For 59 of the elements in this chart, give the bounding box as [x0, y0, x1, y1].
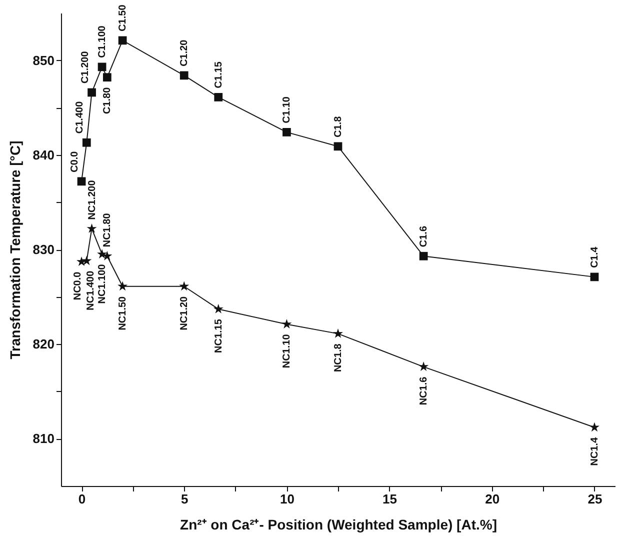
annotation: NC1.50	[118, 296, 129, 330]
annotation: NC1.200	[86, 180, 98, 220]
annotation: C0.0	[70, 150, 81, 172]
annotation: C1.4	[589, 246, 600, 268]
annotation: NC1.6	[418, 376, 430, 406]
point	[77, 177, 86, 186]
annotation: NC1.4	[589, 436, 600, 466]
y-tick-label: 850	[32, 52, 54, 68]
x-tick-label: 0	[78, 492, 86, 506]
y-axis-title: Transformation Temperature [°C]	[6, 140, 23, 360]
annotation: C1.10	[282, 96, 293, 124]
x-tick-label: 10	[280, 492, 294, 506]
point	[82, 256, 92, 266]
annotation: C1.15	[213, 61, 224, 88]
annotation: C1.8	[333, 116, 344, 138]
x-tick-label: 5	[180, 492, 188, 506]
point	[82, 138, 91, 147]
point	[118, 36, 127, 45]
point	[333, 328, 343, 338]
x-tick-label: 15	[382, 492, 398, 506]
annotation: NC1.80	[102, 212, 114, 248]
point	[419, 252, 428, 260]
annotation: C1.20	[179, 39, 190, 66]
point	[213, 304, 224, 314]
x-tick-label: 20	[485, 492, 500, 506]
annotation: NC0.0	[72, 271, 84, 300]
x-axis-title: Zn²⁺ on Ca²⁺- Position (Weighted Sample) [At.%]	[180, 516, 497, 532]
point	[88, 88, 96, 97]
y-tick-label: 830	[32, 242, 54, 257]
annotation: C1.200	[80, 50, 91, 84]
annotation: NC1.100	[97, 264, 108, 304]
y-tick-label: 810	[32, 431, 54, 446]
annotation: NC1.20	[179, 296, 190, 330]
point	[118, 281, 128, 291]
annotation: C1.100	[97, 25, 108, 58]
annotation: C1.400	[74, 100, 86, 134]
point	[179, 281, 190, 291]
point	[102, 73, 112, 82]
y-tick-label: 820	[32, 336, 54, 352]
annotation: C1.80	[102, 86, 114, 114]
point	[97, 248, 108, 258]
point	[418, 362, 429, 372]
point	[282, 318, 292, 328]
annotation: NC1.15	[213, 318, 224, 354]
annotation: NC1.8	[333, 343, 344, 372]
annotation: C1.6	[418, 226, 430, 248]
annotation: C1.50	[118, 4, 129, 32]
point	[590, 272, 599, 282]
annotation: NC1.10	[282, 334, 293, 368]
point	[282, 128, 291, 136]
point	[86, 223, 97, 233]
x-tick-label: 25	[588, 492, 602, 506]
point	[589, 422, 600, 432]
point	[98, 62, 106, 72]
y-tick-label: 840	[32, 147, 54, 162]
annotation: NC1.400	[86, 270, 97, 310]
point	[214, 93, 223, 102]
point	[180, 71, 188, 80]
point	[334, 142, 342, 151]
